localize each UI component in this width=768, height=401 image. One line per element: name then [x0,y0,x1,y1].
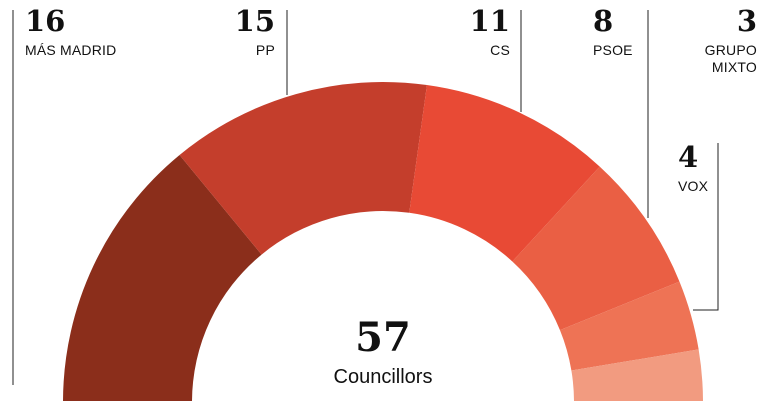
party-name: VOX [678,178,709,194]
party-name: CS [490,42,510,58]
segment [559,281,699,371]
party-seats: 15 [234,4,275,38]
segment [571,349,703,401]
party-seats: 3 [736,4,757,38]
segment [512,166,680,331]
total-value: 57 [355,314,411,361]
party-name: PSOE [593,42,633,58]
party-seats: 16 [25,4,66,38]
party-seats: 11 [469,4,510,38]
party-name: MÁS MADRID [25,42,117,58]
segment [409,85,600,262]
segment [63,154,262,401]
party-seats: 8 [593,4,614,38]
segment [179,82,427,255]
party-seats: 4 [678,140,699,174]
party-name: PP [255,42,275,58]
party-name: GRUPO MIXTO [704,42,757,75]
leader-line [693,143,719,311]
total-label: Councillors [333,366,433,388]
